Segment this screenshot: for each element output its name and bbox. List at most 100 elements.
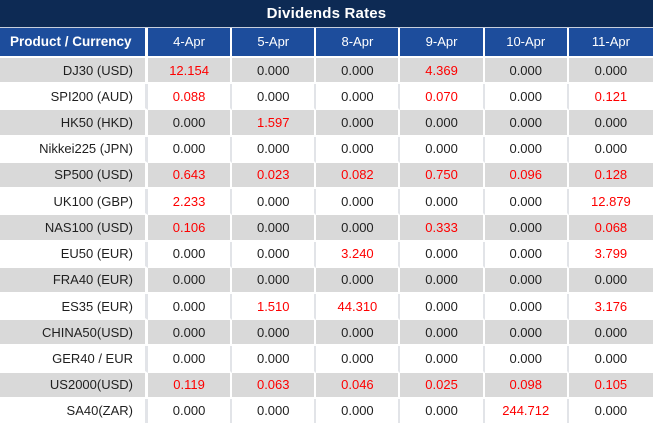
dividend-value-cell: 0.000	[232, 189, 317, 216]
dividend-value-cell: 0.750	[400, 162, 485, 190]
dividend-value-cell: 0.000	[148, 398, 233, 423]
dividend-value-cell: 0.000	[484, 58, 569, 85]
product-cell: ES35 (EUR)	[0, 293, 148, 321]
dividend-value-cell: 0.000	[484, 136, 569, 163]
date-header-cell: 10-Apr	[484, 28, 569, 58]
dividend-value-cell: 0.000	[568, 58, 653, 85]
dividend-value-cell: 0.000	[148, 241, 233, 268]
dividend-value-cell: 0.000	[484, 320, 569, 347]
product-cell: HK50 (HKD)	[0, 110, 148, 137]
product-cell: CHINA50(USD)	[0, 320, 148, 347]
dividend-value-cell: 0.000	[484, 267, 569, 294]
table-row: SPI200 (AUD) 0.088 0.000 0.000 0.070 0.000 0.1…	[0, 84, 653, 111]
product-cell: Nikkei225 (JPN)	[0, 136, 148, 163]
dividend-value-cell: 0.000	[316, 110, 401, 137]
dividend-value-cell: 0.046	[316, 372, 401, 399]
dividend-value-cell: 0.000	[400, 320, 485, 347]
dividend-value-cell: 0.000	[316, 320, 401, 347]
dividend-value-cell: 0.000	[400, 293, 485, 321]
dividend-value-cell: 1.510	[232, 293, 317, 321]
dividend-value-cell: 0.068	[568, 215, 653, 242]
dividend-value-cell: 3.240	[316, 241, 401, 268]
dividend-value-cell: 0.082	[316, 162, 401, 190]
product-cell: US2000(USD)	[0, 372, 148, 399]
dividend-value-cell: 12.154	[148, 58, 233, 85]
dividend-value-cell: 12.879	[568, 189, 653, 216]
product-currency-header: Product / Currency	[0, 28, 148, 58]
dividend-value-cell: 0.000	[232, 320, 317, 347]
dividend-value-cell: 0.023	[232, 162, 317, 190]
dividend-value-cell: 0.000	[400, 267, 485, 294]
dividend-value-cell: 1.597	[232, 110, 317, 137]
date-header-cell: 4-Apr	[148, 28, 233, 58]
dividend-value-cell: 0.000	[484, 346, 569, 373]
table-row: Nikkei225 (JPN) 0.000 0.000 0.000 0.000 0.000…	[0, 136, 653, 163]
table-row: HK50 (HKD) 0.000 1.597 0.000 0.000 0.000 0.000	[0, 110, 653, 137]
dividend-value-cell: 0.000	[484, 189, 569, 216]
dividend-value-cell: 0.000	[316, 346, 401, 373]
dividend-value-cell: 0.128	[568, 162, 653, 190]
dividend-value-cell: 0.000	[148, 110, 233, 137]
dividend-value-cell: 0.000	[232, 267, 317, 294]
dividend-value-cell: 0.000	[148, 293, 233, 321]
dividend-value-cell: 44.310	[316, 293, 401, 321]
table-row: FRA40 (EUR) 0.000 0.000 0.000 0.000 0.000 0.00…	[0, 267, 653, 294]
dividend-value-cell: 244.712	[484, 398, 569, 423]
table-row: US2000(USD) 0.119 0.063 0.046 0.025 0.098 0.10…	[0, 372, 653, 399]
dividend-value-cell: 0.000	[316, 58, 401, 85]
dividend-value-cell: 3.799	[568, 241, 653, 268]
dividend-value-cell: 2.233	[148, 189, 233, 216]
product-cell: EU50 (EUR)	[0, 241, 148, 268]
dividend-value-cell: 0.333	[400, 215, 485, 242]
product-cell: SPI200 (AUD)	[0, 84, 148, 111]
dividend-value-cell: 0.000	[148, 136, 233, 163]
product-cell: FRA40 (EUR)	[0, 267, 148, 294]
dividend-value-cell: 0.000	[316, 136, 401, 163]
dividend-value-cell: 0.643	[148, 162, 233, 190]
dividend-value-cell: 0.000	[400, 346, 485, 373]
table-row: SA40(ZAR) 0.000 0.000 0.000 0.000 244.712 0.00…	[0, 398, 653, 423]
table-header-row: Product / Currency 4-Apr 5-Apr 8-Apr 9-A…	[0, 28, 653, 58]
product-cell: NAS100 (USD)	[0, 215, 148, 242]
dividend-value-cell: 0.000	[316, 267, 401, 294]
dividend-value-cell: 0.098	[484, 372, 569, 399]
dividend-value-cell: 0.000	[316, 398, 401, 423]
dividend-value-cell: 0.000	[568, 110, 653, 137]
date-header-cell: 5-Apr	[232, 28, 317, 58]
dividend-value-cell: 0.000	[316, 189, 401, 216]
table-row: UK100 (GBP) 2.233 0.000 0.000 0.000 0.000 12.8…	[0, 189, 653, 216]
dividend-value-cell: 0.000	[400, 398, 485, 423]
dividend-value-cell: 0.000	[232, 215, 317, 242]
table-row: SP500 (USD) 0.643 0.023 0.082 0.750 0.096 0.12…	[0, 162, 653, 190]
dividend-value-cell: 0.000	[400, 110, 485, 137]
dividend-value-cell: 0.000	[400, 136, 485, 163]
dividend-value-cell: 0.000	[400, 189, 485, 216]
dividend-value-cell: 0.000	[148, 267, 233, 294]
dividend-value-cell: 0.121	[568, 84, 653, 111]
dividend-value-cell: 0.000	[484, 84, 569, 111]
product-cell: UK100 (GBP)	[0, 189, 148, 216]
dividend-value-cell: 0.000	[232, 398, 317, 423]
dividend-value-cell: 0.000	[484, 110, 569, 137]
dividend-value-cell: 0.000	[400, 241, 485, 268]
dividend-value-cell: 0.000	[484, 293, 569, 321]
table-row: NAS100 (USD) 0.106 0.000 0.000 0.333 0.000 0.0…	[0, 215, 653, 242]
dividend-value-cell: 0.000	[232, 136, 317, 163]
date-header-cell: 11-Apr	[568, 28, 653, 58]
dividend-value-cell: 0.000	[484, 215, 569, 242]
dividend-value-cell: 0.063	[232, 372, 317, 399]
product-cell: DJ30 (USD)	[0, 58, 148, 85]
dividend-value-cell: 0.000	[232, 241, 317, 268]
table-row: ES35 (EUR) 0.000 1.510 44.310 0.000 0.000 3.17…	[0, 293, 653, 321]
dividend-value-cell: 0.000	[568, 320, 653, 347]
dividend-value-cell: 0.000	[568, 136, 653, 163]
dividend-value-cell: 0.000	[568, 398, 653, 423]
table-row: CHINA50(USD) 0.000 0.000 0.000 0.000 0.000 0.0…	[0, 320, 653, 347]
table-row: DJ30 (USD) 12.154 0.000 0.000 4.369 0.000 0.00…	[0, 58, 653, 85]
product-cell: GER40 / EUR	[0, 346, 148, 373]
dividend-value-cell: 0.025	[400, 372, 485, 399]
table-row: GER40 / EUR 0.000 0.000 0.000 0.000 0.000 0.00…	[0, 346, 653, 373]
dividend-value-cell: 3.176	[568, 293, 653, 321]
dividend-value-cell: 0.000	[232, 84, 317, 111]
